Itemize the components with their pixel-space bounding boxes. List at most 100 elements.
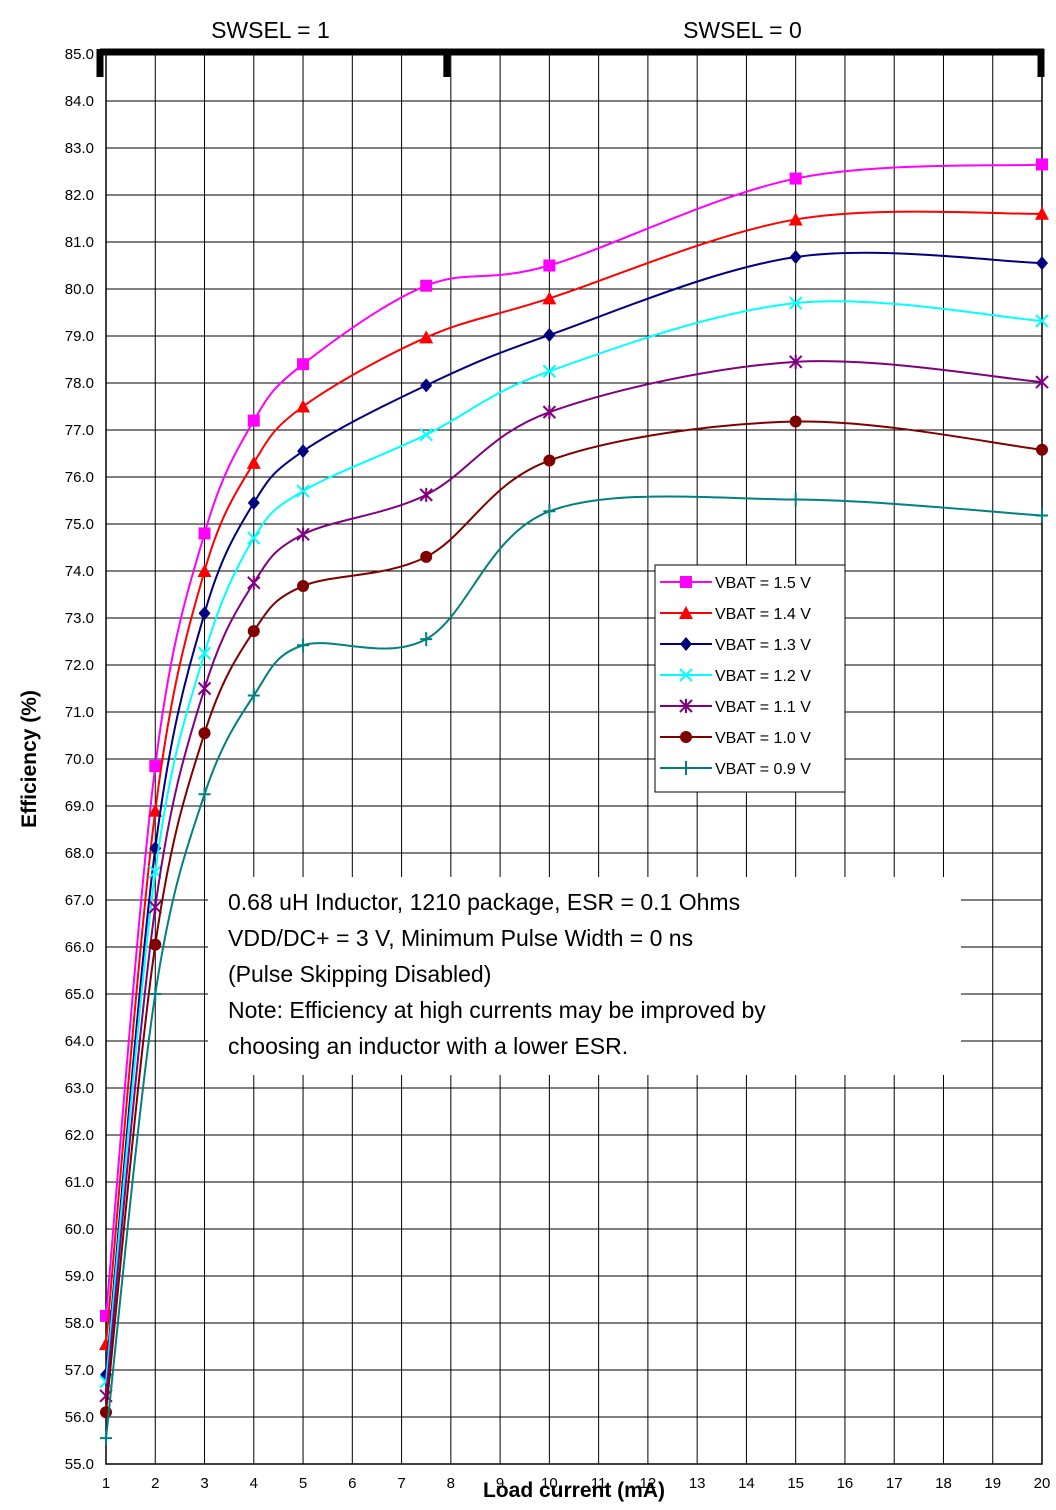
x-tick-label: 5 xyxy=(299,1475,307,1492)
data-point xyxy=(420,279,433,292)
data-point xyxy=(149,938,162,951)
data-point xyxy=(247,531,261,545)
x-tick-label: 11 xyxy=(591,1475,607,1492)
x-tick-label: 6 xyxy=(348,1475,356,1492)
x-tick-label: 17 xyxy=(886,1475,903,1492)
x-tick-label: 13 xyxy=(689,1475,706,1492)
data-point xyxy=(1036,158,1048,171)
annotation-background xyxy=(208,877,961,1075)
annotation-line: Note: Efficiency at high currents may be… xyxy=(228,997,766,1023)
data-point xyxy=(789,492,802,507)
data-point xyxy=(100,1431,112,1446)
y-tick-label: 83.0 xyxy=(65,140,94,157)
y-tick-label: 61.0 xyxy=(65,1174,94,1191)
y-tick-label: 65.0 xyxy=(65,986,94,1003)
y-tick-label: 55.0 xyxy=(65,1456,94,1473)
legend-item: VBAT = 1.4 V xyxy=(660,606,811,623)
x-tick-label: 8 xyxy=(447,1475,455,1492)
data-point xyxy=(149,760,162,773)
data-point xyxy=(197,646,212,660)
data-point xyxy=(197,681,212,696)
y-tick-label: 69.0 xyxy=(65,798,94,815)
data-point xyxy=(1036,508,1048,523)
data-point xyxy=(789,172,802,185)
data-point xyxy=(420,550,433,563)
data-point xyxy=(420,378,433,393)
legend-item: VBAT = 1.5 V xyxy=(660,575,811,592)
data-point xyxy=(1035,314,1049,328)
data-point xyxy=(297,358,310,371)
data-point xyxy=(543,454,556,467)
y-tick-label: 78.0 xyxy=(65,375,94,392)
legend-marker xyxy=(680,637,692,651)
x-tick-label: 2 xyxy=(151,1475,159,1492)
swsel-regions: SWSEL = 1 SWSEL = 0 xyxy=(96,17,1045,77)
legend-marker xyxy=(679,699,693,713)
data-point xyxy=(1036,443,1048,456)
y-tick-label: 77.0 xyxy=(65,422,94,439)
y-tick-label: 59.0 xyxy=(65,1268,94,1285)
legend-marker xyxy=(679,668,693,682)
y-tick-label: 74.0 xyxy=(65,563,94,580)
annotation-line: choosing an inductor with a lower ESR. xyxy=(228,1033,628,1059)
data-point xyxy=(247,575,261,590)
series-09 xyxy=(100,492,1048,1446)
y-tick-label: 73.0 xyxy=(65,610,94,627)
data-point xyxy=(198,787,211,802)
y-tick-label: 79.0 xyxy=(65,328,94,345)
data-point xyxy=(542,405,557,420)
data-point xyxy=(247,688,260,703)
legend-item: VBAT = 1.1 V xyxy=(660,699,811,716)
y-tick-label: 71.0 xyxy=(65,704,94,721)
y-tick-label: 75.0 xyxy=(65,516,94,533)
data-point xyxy=(246,455,261,469)
y-tick-label: 56.0 xyxy=(65,1409,94,1426)
y-tick-label: 66.0 xyxy=(65,939,94,956)
y-tick-label: 64.0 xyxy=(65,1033,94,1050)
series-13 xyxy=(100,250,1048,1382)
data-point xyxy=(198,606,211,621)
legend-label: VBAT = 0.9 V xyxy=(715,761,811,778)
legend-box xyxy=(654,564,846,793)
data-point xyxy=(420,632,433,647)
annotation-line: 0.68 uH Inductor, 1210 package, ESR = 0.… xyxy=(228,889,740,915)
legend: VBAT = 1.5 V VBAT = 1.4 V VBAT = 1.3 V VBAT… xyxy=(654,564,846,793)
swsel-region-label: SWSEL = 0 xyxy=(683,17,802,43)
y-tick-label: 82.0 xyxy=(65,187,94,204)
series-line xyxy=(105,251,1043,1375)
y-tick-label: 67.0 xyxy=(65,892,94,909)
annotation-box: 0.68 uH Inductor, 1210 package, ESR = 0.… xyxy=(208,877,961,1075)
x-tick-label: 20 xyxy=(1034,1475,1051,1492)
legend-marker xyxy=(680,761,692,775)
data-point xyxy=(148,803,163,817)
legend-marker xyxy=(679,606,693,619)
data-point xyxy=(247,495,260,510)
legend-item: VBAT = 1.0 V xyxy=(660,730,811,747)
y-tick-label: 70.0 xyxy=(65,751,94,768)
data-point xyxy=(149,987,162,1001)
data-point xyxy=(1036,256,1048,271)
data-point xyxy=(1035,375,1049,390)
legend-label: VBAT = 1.2 V xyxy=(715,668,811,685)
legend-label: VBAT = 1.5 V xyxy=(715,575,811,592)
y-tick-label: 57.0 xyxy=(65,1362,94,1379)
legend-label: VBAT = 1.3 V xyxy=(715,637,811,654)
data-point xyxy=(419,427,433,442)
data-point xyxy=(297,580,310,593)
series-15 xyxy=(100,158,1048,1322)
y-tick-label: 76.0 xyxy=(65,469,94,486)
x-tick-label: 9 xyxy=(496,1475,504,1492)
x-tick-label: 12 xyxy=(640,1475,657,1492)
legend-item: VBAT = 1.2 V xyxy=(660,668,811,685)
data-point xyxy=(788,354,803,369)
legend-marker xyxy=(680,731,692,743)
data-point xyxy=(296,399,311,413)
legend-item: VBAT = 0.9 V xyxy=(660,761,811,778)
annotation-line: VDD/DC+ = 3 V, Minimum Pulse Width = 0 n… xyxy=(228,925,693,951)
data-point xyxy=(788,212,803,226)
data-point xyxy=(789,250,802,265)
data-point xyxy=(419,487,433,502)
y-tick-label: 68.0 xyxy=(65,845,94,862)
data-point xyxy=(198,727,211,740)
y-tick-label: 84.0 xyxy=(65,93,94,110)
